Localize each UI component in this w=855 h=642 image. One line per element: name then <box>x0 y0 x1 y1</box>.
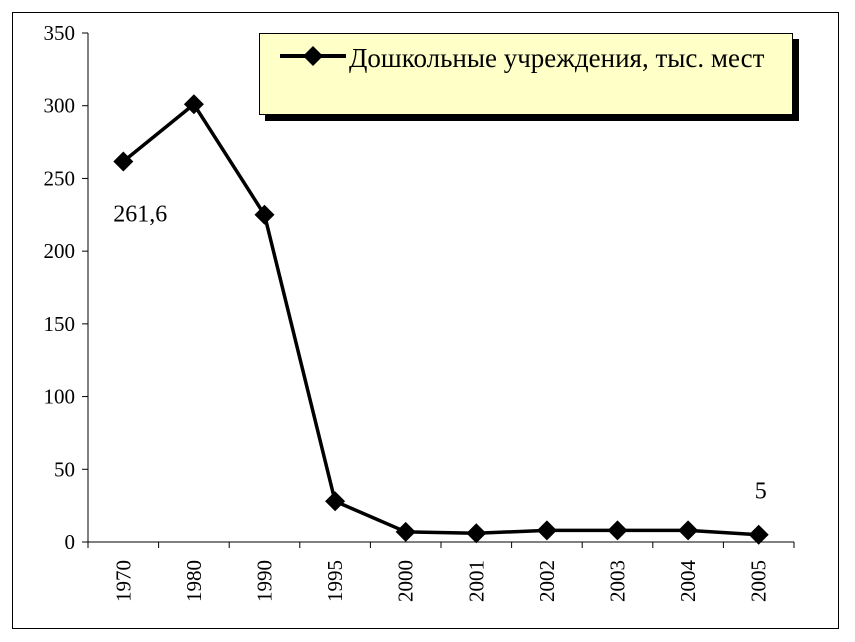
data-point <box>254 204 275 225</box>
y-tick-label: 100 <box>44 385 76 409</box>
x-tick-label: 1990 <box>253 560 277 602</box>
y-tick-label: 250 <box>44 166 76 190</box>
legend: Дошкольные учреждения, тыс. мест <box>259 33 793 115</box>
y-tick-label: 50 <box>54 457 75 481</box>
series-group <box>113 94 769 545</box>
data-point <box>183 94 204 115</box>
data-point <box>748 524 769 545</box>
x-tick-label: 2001 <box>464 560 488 602</box>
x-tick-label: 1995 <box>323 560 347 602</box>
y-tick-label: 150 <box>44 312 76 336</box>
x-tick-label: 2003 <box>606 560 630 602</box>
x-tick-label: 2004 <box>676 560 700 603</box>
data-point <box>536 520 557 541</box>
data-point <box>395 521 416 542</box>
series-line <box>122 102 759 537</box>
x-tick-label: 2000 <box>394 560 418 602</box>
data-label: 261,6 <box>113 202 167 228</box>
data-point <box>113 151 134 172</box>
data-point <box>325 491 346 512</box>
x-tick-label: 1970 <box>111 560 135 602</box>
data-point <box>678 520 699 541</box>
y-tick-label: 350 <box>44 21 76 45</box>
legend-label: Дошкольные учреждения, тыс. мест <box>349 43 765 73</box>
data-labels: 261,65 <box>113 202 766 505</box>
x-tick-label: 2005 <box>747 560 771 602</box>
y-tick-label: 0 <box>65 530 76 554</box>
data-label: 5 <box>755 479 767 505</box>
y-tick-label: 300 <box>44 94 76 118</box>
data-point <box>466 523 487 544</box>
x-axis-ticks: 1970 1980 1990 1995 2000 2001 2002 2003 2004 2005 <box>87 542 795 603</box>
legend-swatch-icon <box>280 46 346 66</box>
data-point <box>607 520 628 541</box>
x-tick-label: 2002 <box>535 560 559 602</box>
y-tick-label: 200 <box>44 239 76 263</box>
x-tick-label: 1980 <box>182 560 206 602</box>
y-axis-ticks: 0 50 100 150 200 250 300 350 <box>44 21 88 554</box>
